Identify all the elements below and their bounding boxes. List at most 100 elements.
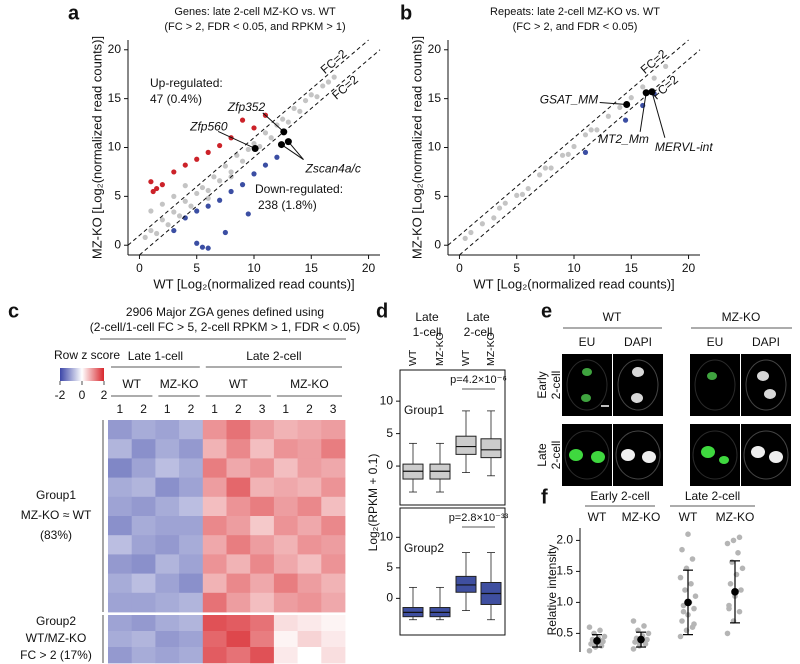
point-label: MERVL-int: [655, 140, 713, 154]
column-header: 1-cell: [413, 325, 442, 339]
y-tick-label: 0: [114, 237, 121, 251]
data-point: [182, 183, 188, 189]
data-point: [739, 565, 746, 572]
data-point: [217, 178, 223, 184]
data-point: [320, 83, 326, 89]
data-point: [171, 209, 177, 215]
eu-signal: [701, 446, 715, 458]
box: [455, 435, 477, 455]
data-point: [194, 156, 200, 162]
data-point: [262, 130, 269, 136]
replicate-label: 1: [211, 402, 218, 416]
heatmap-cell: [250, 516, 275, 536]
heatmap-cell: [131, 554, 156, 574]
subpanel-frame: [399, 369, 506, 506]
stage-label: Early 2-cell: [535, 371, 563, 400]
data-point: [251, 125, 257, 131]
sample-label: MZ-KO: [485, 332, 497, 366]
data-point: [692, 593, 699, 599]
heatmap-cell: [202, 439, 227, 459]
data-point: [171, 169, 177, 175]
column-header: Late 2-cell: [685, 489, 740, 503]
y-tick-label: 0: [386, 591, 393, 605]
genotype-label: MZ-KO: [722, 310, 761, 324]
column-group-label: Late 1-cell: [128, 349, 183, 363]
heatmap-cell: [250, 554, 275, 574]
heatmap-cell: [108, 496, 133, 517]
heatmap-cell: [155, 439, 180, 459]
data-point: [663, 63, 669, 69]
heatmap-cell: [131, 535, 156, 555]
heatmap-cell: [108, 647, 133, 664]
heatmap-cell: [155, 516, 180, 536]
data-point: [462, 235, 468, 241]
data-point: [680, 608, 687, 615]
data-point: [222, 229, 228, 236]
heatmap-cell: [321, 615, 346, 632]
labeled-point: [623, 101, 631, 108]
labeled-point: [280, 128, 288, 136]
heatmap-cell: [297, 592, 322, 613]
data-point: [726, 605, 732, 612]
data-point: [262, 162, 269, 168]
replicate-label: 2: [306, 402, 313, 416]
point-label: GSAT_MM: [540, 93, 598, 107]
heatmap-cell: [250, 439, 275, 459]
data-point: [571, 143, 577, 150]
data-point: [628, 95, 634, 101]
replicate-label: 3: [259, 402, 266, 416]
labeled-point: [642, 89, 650, 97]
point-label: Zfp560: [189, 120, 228, 134]
data-point: [154, 185, 160, 192]
heatmap-cell: [273, 573, 298, 594]
data-point: [597, 627, 603, 634]
nucleus: [621, 449, 635, 461]
data-point: [730, 537, 737, 544]
heatmap-cell: [179, 535, 204, 555]
nucleus: [769, 451, 783, 463]
heatmap-cell: [202, 458, 227, 478]
heatmap-cell: [179, 496, 204, 517]
heatmap-cell: [131, 458, 156, 478]
heatmap-cell: [250, 573, 275, 594]
data-point: [205, 203, 211, 209]
data-point: [468, 229, 474, 236]
data-point: [148, 208, 154, 214]
chart-title: Repeats: late 2-cell MZ-KO vs. WT: [490, 6, 660, 18]
data-point: [217, 142, 223, 149]
reference-line: [459, 49, 701, 256]
subgroup-label: WT: [229, 377, 248, 391]
chart-title: 2906 Major ZGA genes defined using: [126, 305, 324, 319]
y-tick-label: 10: [380, 529, 394, 543]
data-point: [736, 608, 743, 615]
cell-outline: [564, 430, 610, 480]
panel-label: b: [400, 2, 412, 24]
heatmap-cell: [202, 592, 227, 613]
data-point: [645, 630, 652, 637]
data-point: [588, 641, 594, 647]
data-point: [548, 165, 554, 171]
heatmap-cell: [179, 554, 204, 574]
x-tick-label: 15: [625, 261, 639, 275]
data-point: [194, 208, 200, 214]
x-tick-label: 10: [247, 261, 261, 275]
column-group-label: Late 2-cell: [246, 349, 301, 363]
eu-signal: [719, 456, 729, 464]
eu-signal: [569, 449, 583, 461]
cell-outline: [615, 430, 661, 480]
point-label: MT2_Mm: [598, 132, 649, 146]
data-point: [171, 193, 177, 199]
data-point: [617, 104, 623, 111]
heatmap-cell: [273, 477, 298, 498]
data-point: [502, 200, 508, 206]
heatmap-cell: [226, 631, 251, 648]
y-tick-label: 1.0: [556, 595, 573, 609]
heatmap-cell: [108, 458, 133, 478]
data-point: [685, 531, 691, 537]
data-point: [331, 74, 337, 80]
data-point: [239, 182, 246, 188]
channel-label: EU: [579, 335, 596, 349]
heatmap-cell: [108, 573, 133, 594]
x-axis-label: WT [Log₂(normalized read counts)]: [153, 276, 354, 291]
data-point: [159, 182, 165, 188]
